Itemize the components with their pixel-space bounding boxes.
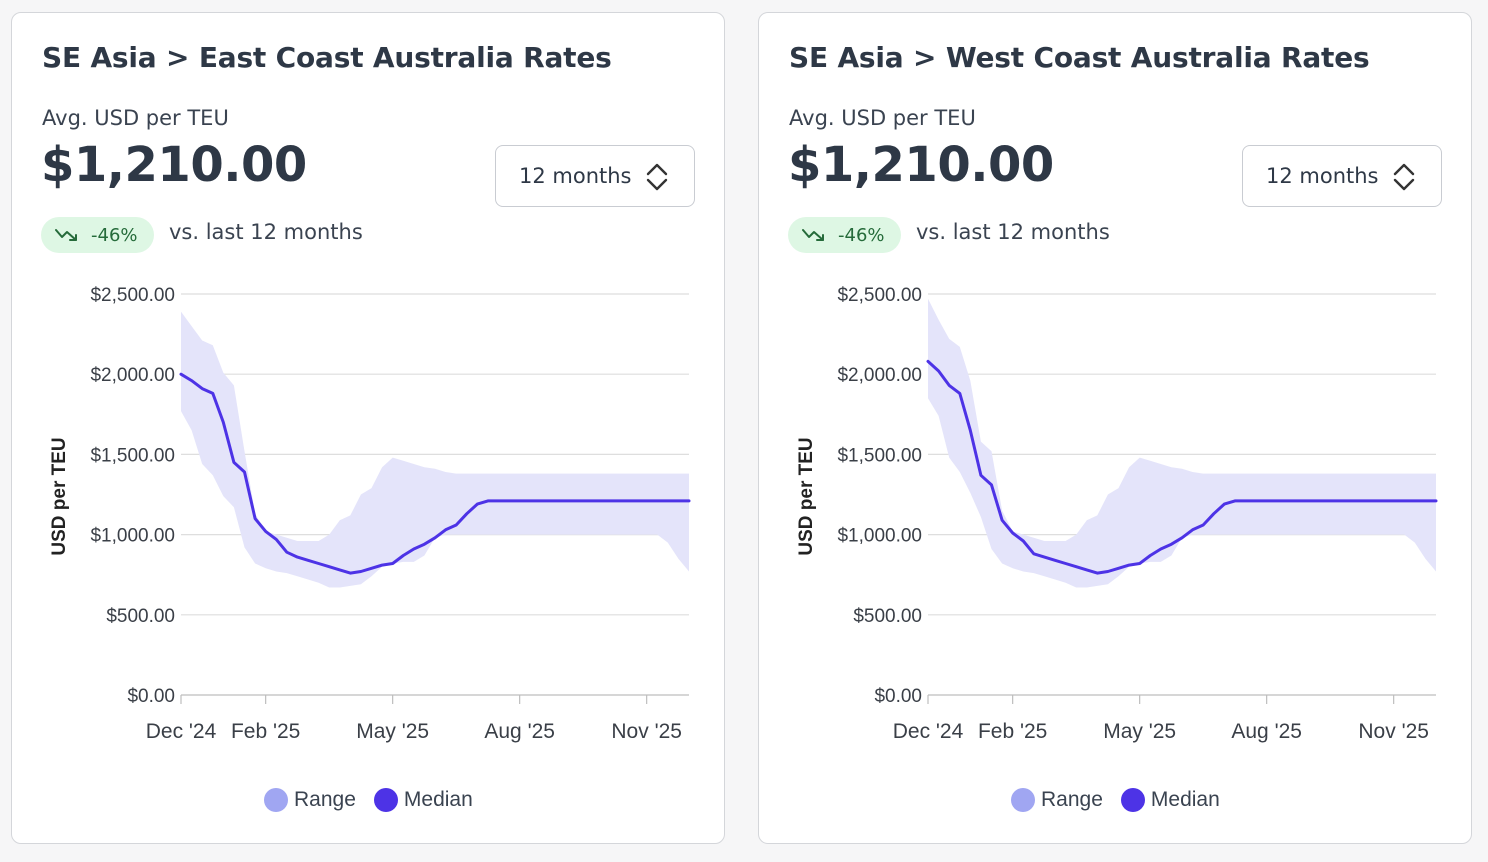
x-tick-label: Feb '25 [978,720,1047,743]
y-axis-label: USD per TEU [796,437,817,555]
metric-label: Avg. USD per TEU [42,106,229,130]
legend-item-median[interactable]: Median [1120,788,1220,812]
y-tick-label: $1,500.00 [837,445,922,466]
period-select-value: 12 months [1266,164,1379,188]
rate-chart: $0.00 $500.00 $1,000.00 $1,500.00 $2,000.00 $… [796,285,1438,743]
rate-card-west: SE Asia > West Coast Australia Rates Avg… [758,12,1472,844]
metric-label: Avg. USD per TEU [789,106,976,130]
metric-value: $1,210.00 [788,137,1054,193]
legend-dot-range [1011,788,1035,812]
x-tick-label: Dec '24 [893,720,964,743]
x-tick-label: May '25 [1103,720,1176,743]
period-select-value: 12 months [519,164,632,188]
legend-dot-median [1120,788,1145,812]
change-value: -46% [838,224,885,246]
y-tick-label: $2,500.00 [837,285,922,306]
y-tick-label: $500.00 [853,606,922,627]
trend-down-icon [55,229,77,241]
change-value: -46% [91,224,138,246]
legend-item-range[interactable]: Range [264,788,356,812]
period-select[interactable]: 12 months [495,145,695,207]
y-tick-label: $500.00 [106,606,175,627]
median-line [926,359,1438,575]
range-band [928,298,1436,588]
chart-legend: Range Median [264,787,491,813]
legend-item-range[interactable]: Range [1011,788,1103,812]
y-tick-label: $2,500.00 [90,285,175,306]
y-tick-label: $1,500.00 [90,445,175,466]
y-tick-label: $1,000.00 [837,526,922,547]
metric-value: $1,210.00 [41,137,307,193]
legend-label-range: Range [294,788,356,811]
period-select[interactable]: 12 months [1242,145,1442,207]
x-tick-label: Nov '25 [611,720,682,743]
y-tick-label: $2,000.00 [90,365,175,386]
chevron-up-down-icon [1393,163,1415,191]
trend-down-icon [802,229,824,241]
chart-legend: Range Median [1011,787,1238,813]
chevron-up-down-icon [646,163,668,191]
comparison-text: vs. last 12 months [916,220,1110,244]
change-badge: -46% [41,217,154,253]
legend-label-median: Median [403,788,473,811]
y-tick-label: $0.00 [127,686,175,707]
x-tick-label: Feb '25 [231,720,300,743]
change-badge: -46% [788,217,901,253]
legend-item-median[interactable]: Median [373,788,473,812]
x-tick-label: Nov '25 [1358,720,1429,743]
x-tick-label: Dec '24 [146,720,217,743]
rate-card-east: SE Asia > East Coast Australia Rates Avg… [11,12,725,844]
card-title: SE Asia > West Coast Australia Rates [789,41,1370,74]
rate-chart: $0.00 $500.00 $1,000.00 $1,500.00 $2,000.00 $… [49,285,691,743]
legend-dot-median [373,788,398,812]
legend-label-range: Range [1041,788,1103,811]
y-tick-label: $1,000.00 [90,526,175,547]
y-tick-label: $0.00 [874,686,922,707]
y-axis-label: USD per TEU [49,437,70,555]
median-line [179,372,691,575]
legend-label-median: Median [1150,788,1220,811]
x-tick-label: Aug '25 [484,720,555,743]
x-tick-label: May '25 [356,720,429,743]
x-tick-label: Aug '25 [1231,720,1302,743]
card-title: SE Asia > East Coast Australia Rates [42,41,612,74]
y-tick-label: $2,000.00 [837,365,922,386]
range-band [181,311,689,588]
comparison-text: vs. last 12 months [169,220,363,244]
legend-dot-range [264,788,288,812]
